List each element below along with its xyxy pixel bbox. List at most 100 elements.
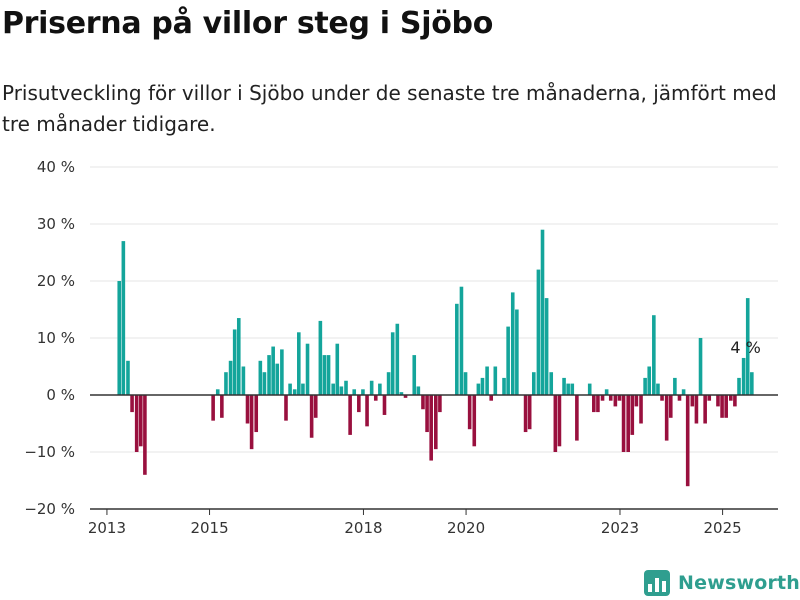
bar-decrease — [143, 395, 147, 475]
bar-increase — [378, 383, 382, 395]
bar-decrease — [211, 395, 215, 421]
bar-decrease — [425, 395, 429, 433]
bar-decrease — [707, 395, 712, 401]
x-tick-label: 2025 — [703, 519, 741, 537]
bar-increase — [224, 372, 228, 395]
bar-increase — [455, 303, 459, 395]
bar-decrease — [553, 395, 558, 452]
bar-increase — [318, 320, 323, 395]
y-axis-ticks: 40 % 30 % 20 % 10 % 0 % −10 % −20 % — [24, 158, 75, 518]
bar-decrease — [382, 395, 387, 415]
bar-decrease — [220, 395, 224, 418]
bar-increase — [647, 366, 652, 395]
bar-decrease — [130, 395, 134, 413]
x-tick-label: 2015 — [190, 519, 228, 537]
bar-decrease — [313, 395, 318, 418]
bar-increase — [236, 318, 241, 395]
newsworthy-bar-chart-logo-icon — [644, 570, 670, 596]
bar-increase — [587, 383, 592, 395]
bar-increase — [549, 372, 554, 395]
newsworthy-brand: Newsworthy — [644, 568, 800, 598]
bar-increase — [737, 377, 741, 395]
y-tick-label: 10 % — [37, 329, 75, 347]
bar-increase — [480, 377, 485, 395]
bar-decrease — [138, 395, 143, 447]
bar-increase — [673, 377, 677, 395]
bar-decrease — [703, 395, 707, 424]
bar-decrease — [626, 395, 630, 452]
bar-increase — [652, 315, 656, 395]
bar-decrease — [677, 395, 682, 401]
bar-increase — [745, 298, 750, 395]
bar-increase — [510, 292, 515, 395]
y-tick-label: 40 % — [37, 158, 75, 176]
bar-increase — [339, 386, 344, 395]
bar-increase — [493, 366, 498, 395]
bar-increase — [215, 389, 220, 395]
bar-increase — [476, 383, 481, 395]
bar-increase — [369, 380, 374, 395]
bar-increase — [544, 298, 549, 395]
x-tick-label: 2020 — [447, 519, 485, 537]
bar-increase — [502, 377, 506, 395]
bar-decrease — [284, 395, 288, 421]
bar-increase — [267, 355, 271, 395]
x-tick-label: 2013 — [88, 519, 126, 537]
bar-increase — [741, 357, 746, 395]
bar-decrease — [634, 395, 639, 407]
bar-decrease — [630, 395, 635, 435]
y-tick-label: 0 % — [46, 386, 75, 404]
bar-decrease — [685, 395, 690, 487]
bar-decrease — [608, 395, 613, 401]
bar-increase — [344, 380, 348, 395]
bar-increase — [416, 386, 421, 395]
bar-decrease — [639, 395, 643, 424]
bar-decrease — [690, 395, 695, 407]
bar-increase — [643, 377, 647, 395]
bar-decrease — [527, 395, 532, 430]
bar-decrease — [596, 395, 600, 413]
x-tick-label: 2018 — [344, 519, 382, 537]
bar-decrease — [557, 395, 562, 447]
bar-increase — [280, 349, 284, 395]
bar-decrease — [472, 395, 477, 447]
y-tick-label: −20 % — [24, 500, 75, 518]
bar-decrease — [617, 395, 622, 401]
bar-decrease — [438, 395, 442, 413]
bar-decrease — [664, 395, 669, 441]
y-tick-label: 20 % — [37, 272, 75, 290]
bar-increase — [262, 372, 267, 395]
bar-decrease — [621, 395, 626, 452]
bar-decrease — [249, 395, 254, 450]
bar-decrease — [403, 395, 408, 398]
bar-increase — [395, 323, 400, 395]
bar-increase — [459, 286, 464, 395]
bar-decrease — [254, 395, 259, 433]
bar-decrease — [348, 395, 352, 435]
bar-decrease — [592, 395, 596, 413]
bar-increase — [566, 383, 570, 395]
chart-title: Priserna på villor steg i Sjöbo — [2, 6, 494, 41]
bar-increase — [232, 329, 237, 395]
bar-increase — [515, 309, 519, 395]
bar-increase — [288, 383, 292, 395]
bar-decrease — [694, 395, 699, 424]
bar-increase — [292, 389, 297, 395]
bar-increase — [386, 372, 391, 395]
y-tick-label: 30 % — [37, 215, 75, 233]
chart-subtitle: Prisutveckling för villor i Sjöbo under … — [2, 81, 777, 136]
bar-increase — [326, 355, 331, 395]
bar-increase — [228, 360, 233, 395]
bar-decrease — [733, 395, 737, 407]
bar-decrease — [429, 395, 433, 461]
bar-decrease — [729, 395, 733, 401]
bar-increase — [562, 377, 566, 395]
bar-decrease — [716, 395, 720, 407]
bar-increase — [258, 360, 263, 395]
bar-increase — [750, 372, 754, 395]
bar-decrease — [309, 395, 314, 438]
bar-increase — [361, 389, 365, 395]
bar-increase — [506, 326, 510, 395]
bar-decrease — [600, 395, 605, 401]
bars — [117, 229, 754, 487]
